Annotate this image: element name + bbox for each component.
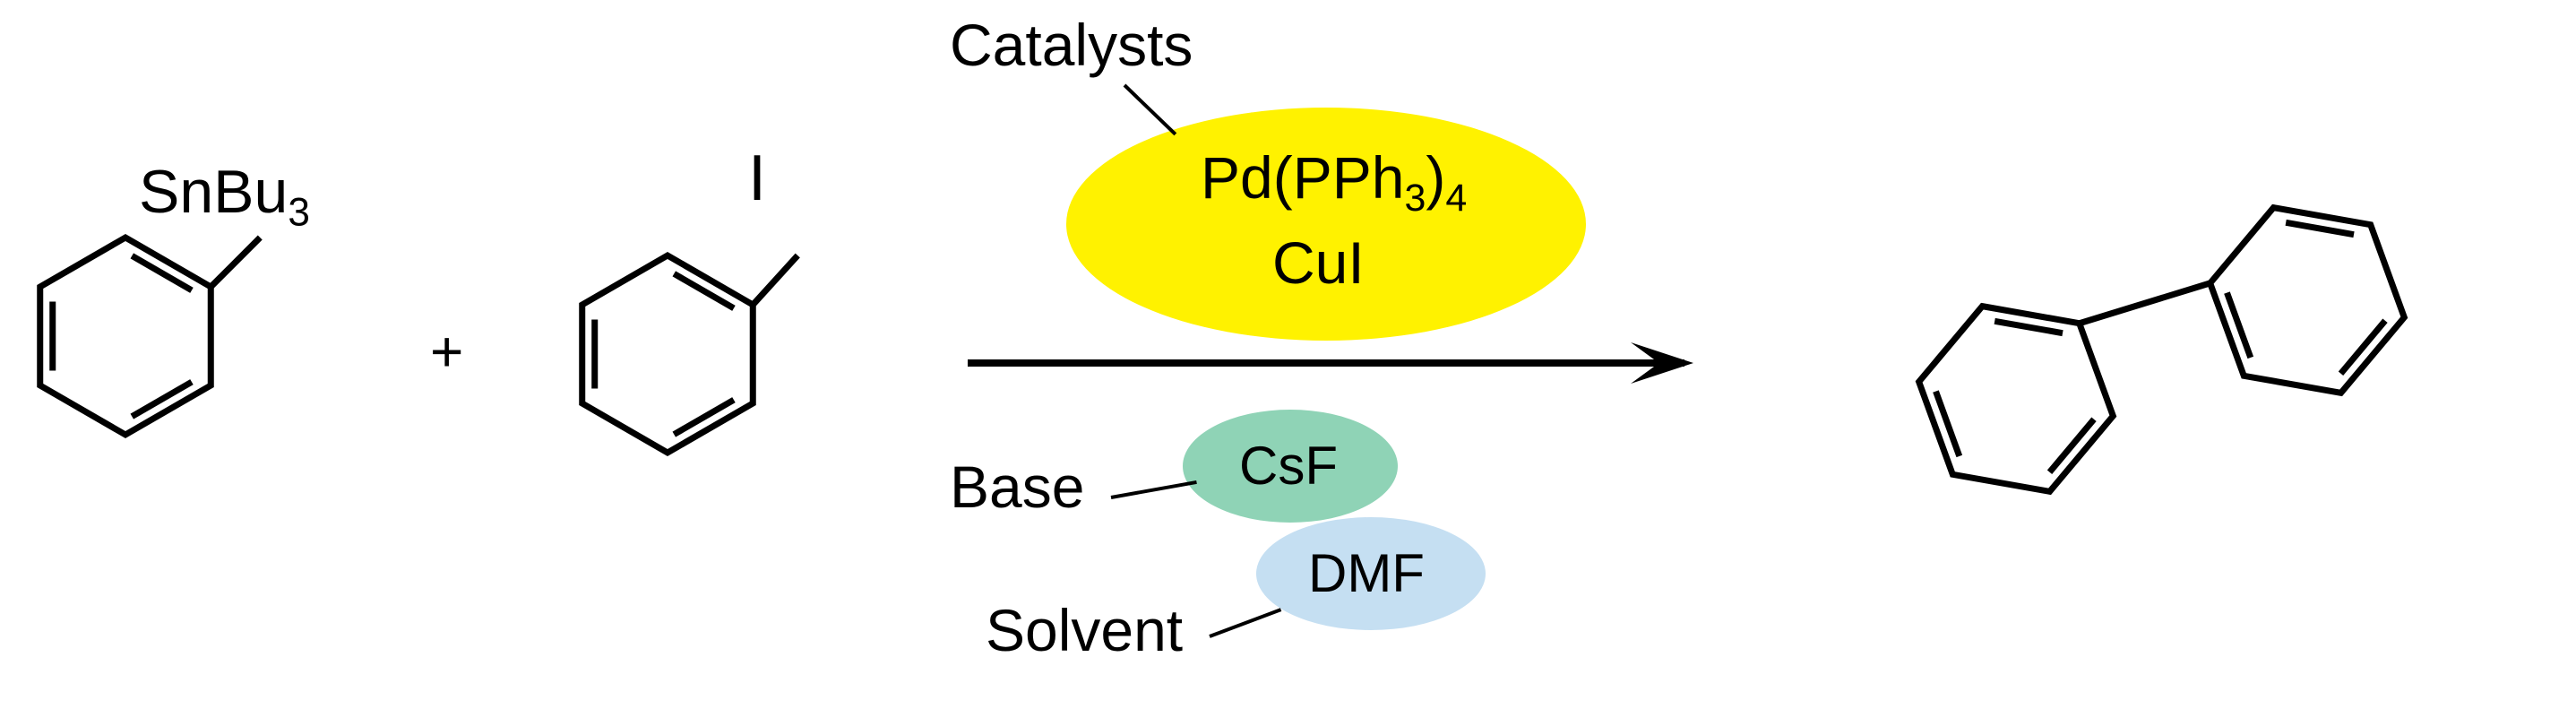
solvent-text: DMF [1308,542,1425,604]
catalysts-ellipse [1066,108,1586,341]
catalysts-line1: Pd(PPh3)4 [1201,143,1467,220]
catalysts-connector [1124,84,1177,136]
product-structure [1837,90,2576,709]
base-text: CsF [1239,435,1338,497]
solvent-label: Solvent [986,596,1183,664]
catalysts-line2: CuI [1272,229,1365,297]
base-label: Base [950,453,1084,521]
catalysts-label: Catalysts [950,11,1193,79]
